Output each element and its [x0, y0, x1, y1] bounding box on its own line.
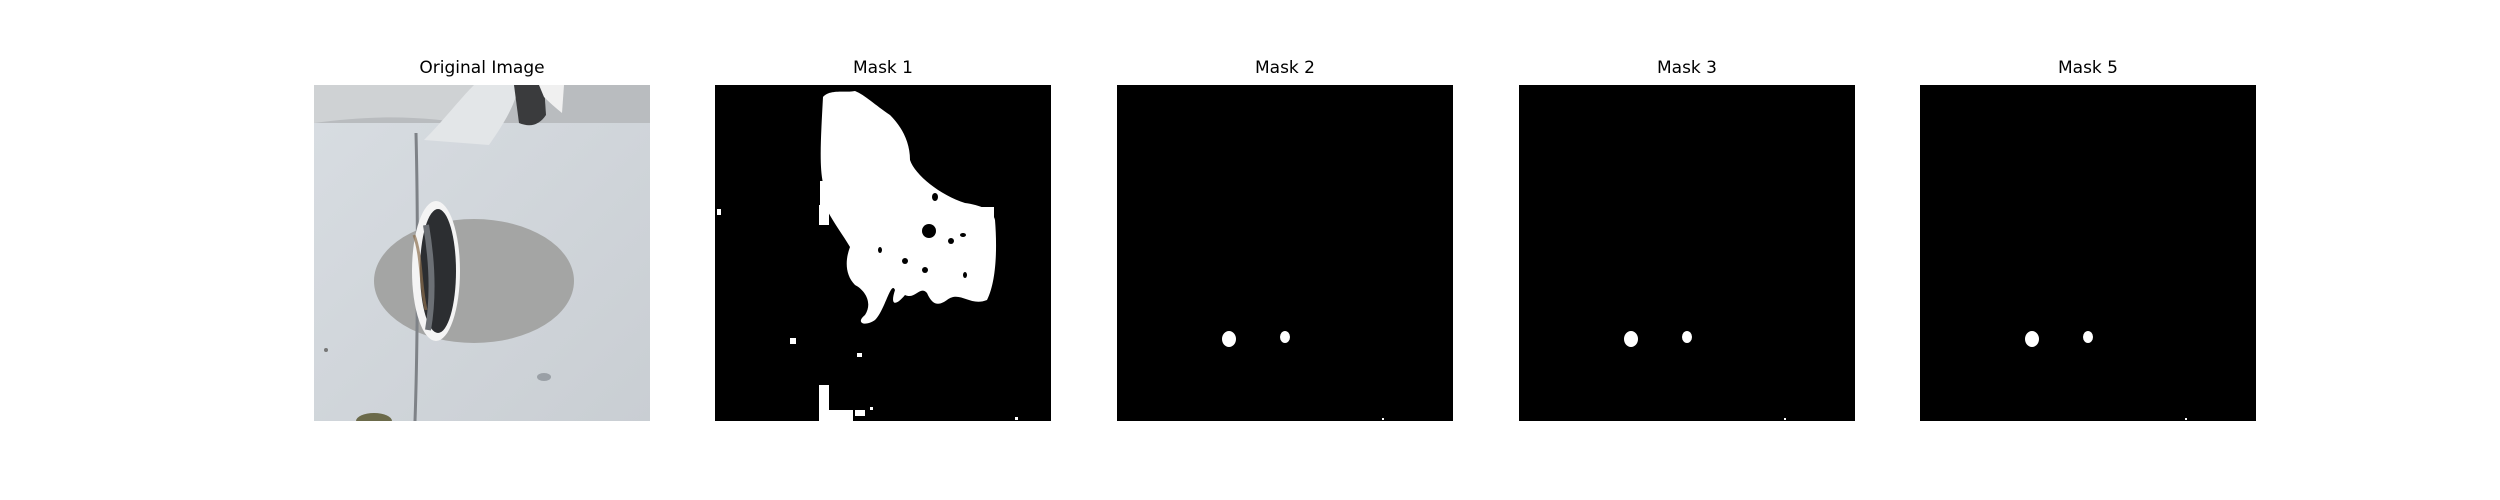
panel-title: Mask 3: [1656, 58, 1717, 78]
panel-original-image: Original Image: [314, 0, 650, 500]
panel-title: Mask 1: [852, 58, 913, 78]
panel-title: Mask 5: [2057, 58, 2118, 78]
panel-title: Original Image: [419, 58, 545, 78]
panel-mask-3: Mask 3: [1519, 0, 1855, 500]
mask-3-image: [1519, 85, 1855, 421]
panel-mask-5: Mask 5: [1920, 0, 2256, 500]
mask-5-image: [1920, 85, 2256, 421]
original-image: [314, 85, 650, 421]
mask-2-image: [1117, 85, 1453, 421]
panel-mask-2: Mask 2: [1117, 0, 1453, 500]
panel-mask-1: Mask 1: [715, 0, 1051, 500]
panel-title: Mask 2: [1254, 58, 1315, 78]
mask-1-image: [715, 85, 1051, 421]
